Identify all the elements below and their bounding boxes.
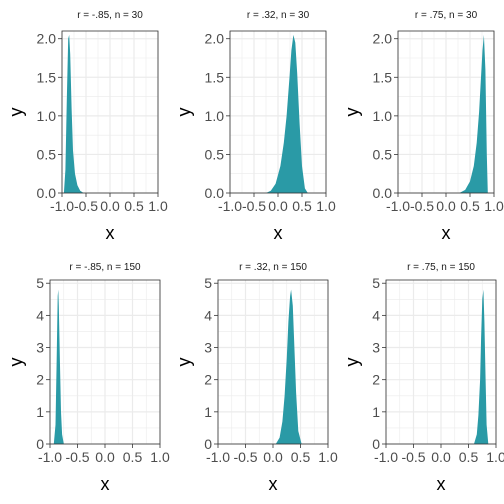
y-tick-label: 5	[36, 275, 44, 291]
chart-panel-1: r = -.85, n = 30-1.0 -0.5 0.0 0.5 1.00.00.51…	[6, 10, 168, 243]
x-tick-label: -1.0	[374, 449, 398, 465]
y-axis-label: y	[174, 358, 194, 367]
x-tick-label: 1.0	[316, 198, 336, 214]
y-tick-label: 1.0	[37, 108, 57, 124]
x-tick-label: 1.0	[150, 449, 170, 465]
panel-title: r = .32, n = 30	[247, 10, 310, 21]
chart-panel-5: r = .32, n = 150 -1.0 -0.5 0.0 0.5 1.0 0 1 2 3 4 5 x…	[174, 262, 338, 494]
x-tick-label: -0.5	[65, 449, 89, 465]
y-tick-label: 2.0	[373, 31, 393, 47]
density-area	[266, 34, 308, 194]
x-tick-label: -1.0	[206, 449, 230, 465]
y-tick-label: 3	[372, 340, 380, 356]
y-tick-label: 1.5	[37, 69, 57, 85]
x-tick-label: 0.5	[291, 449, 311, 465]
chart-panel-4: r = -.85, n = 150 -1.0 -0.5 0.0 0.5 1.0 0 1 2 3 4 5…	[6, 262, 170, 494]
y-tick-label: 4	[372, 307, 380, 323]
chart-panel-6: r = .75, n = 150 -1.0 -0.5 0.0 0.5 1.0 0 1 2 3 4 5 x…	[342, 262, 504, 494]
x-tick-label: 1.0	[486, 449, 504, 465]
y-tick-label: 2	[372, 372, 380, 388]
x-tick-label: 0.0	[436, 198, 456, 214]
y-tick-label: 0.5	[373, 146, 393, 162]
y-tick-label: 1.0	[373, 108, 393, 124]
x-tick-label: 1.0	[148, 198, 168, 214]
x-tick-label: -1.0	[50, 198, 74, 214]
y-tick-label: 0	[204, 436, 212, 452]
x-tick-label: 0.5	[123, 449, 143, 465]
density-area	[63, 34, 84, 194]
x-tick-label: 0.0	[431, 449, 451, 465]
y-tick-label: 0	[372, 436, 380, 452]
panel-title: r = .75, n = 30	[415, 10, 478, 21]
x-tick-label: -0.5	[74, 198, 98, 214]
y-tick-label: 2.0	[37, 31, 57, 47]
x-tick-label: 0.5	[292, 198, 312, 214]
panel-title: r = -.85, n = 150	[69, 262, 141, 273]
panel-title: r = -.85, n = 30	[77, 10, 143, 21]
x-tick-label: -1.0	[218, 198, 242, 214]
y-tick-label: 1.5	[205, 69, 225, 85]
y-tick-label: 1	[372, 404, 380, 420]
y-tick-label: 2	[36, 372, 44, 388]
x-tick-label: -1.0	[38, 449, 62, 465]
y-axis-label: y	[342, 358, 362, 367]
chart-panel-3: r = .75, n = 30-1.0 -0.5 0.0 0.5 1.00.00.51.…	[342, 10, 504, 243]
x-tick-label: 0.5	[459, 449, 479, 465]
y-tick-label: 0.0	[373, 185, 393, 201]
chart-panel-2: r = .32, n = 30-1.0 -0.5 0.0 0.5 1.00.00.51.…	[174, 10, 336, 243]
y-tick-label: 2.0	[205, 31, 225, 47]
y-tick-label: 3	[204, 340, 212, 356]
y-tick-label: 1.5	[373, 69, 393, 85]
x-tick-label: -0.5	[233, 449, 257, 465]
density-area	[459, 34, 488, 194]
y-tick-label: 2	[204, 372, 212, 388]
x-tick-label: -0.5	[410, 198, 434, 214]
y-axis-label: y	[6, 108, 26, 117]
x-tick-label: 0.5	[124, 198, 144, 214]
x-axis-label: x	[269, 474, 278, 494]
x-axis-label: x	[437, 474, 446, 494]
y-tick-label: 3	[36, 340, 44, 356]
x-axis-label: x	[106, 223, 115, 243]
x-tick-label: 0.0	[263, 449, 283, 465]
y-tick-label: 0	[36, 436, 44, 452]
y-tick-label: 1	[204, 404, 212, 420]
x-tick-label: -0.5	[242, 198, 266, 214]
x-tick-label: 0.0	[268, 198, 288, 214]
x-tick-label: 0.0	[95, 449, 115, 465]
y-tick-label: 0.5	[205, 146, 225, 162]
x-axis-label: x	[442, 223, 451, 243]
x-tick-label: 1.0	[484, 198, 504, 214]
y-tick-label: 1	[36, 404, 44, 420]
density-area	[474, 289, 489, 444]
panel-title: r = .75, n = 150	[407, 262, 475, 273]
y-tick-label: 4	[36, 307, 44, 323]
y-tick-label: 5	[204, 275, 212, 291]
y-tick-label: 0.0	[205, 185, 225, 201]
density-area	[53, 289, 64, 444]
y-tick-label: 0.0	[37, 185, 57, 201]
x-axis-label: x	[101, 474, 110, 494]
x-tick-label: 1.0	[318, 449, 338, 465]
y-tick-label: 0.5	[37, 146, 57, 162]
y-axis-label: y	[174, 108, 194, 117]
density-area	[275, 289, 302, 444]
panel-title: r = .32, n = 150	[239, 262, 307, 273]
y-tick-label: 1.0	[205, 108, 225, 124]
y-axis-label: y	[342, 108, 362, 117]
y-axis-label: y	[6, 358, 26, 367]
y-tick-label: 4	[204, 307, 212, 323]
x-axis-label: x	[274, 223, 283, 243]
x-tick-label: -0.5	[401, 449, 425, 465]
x-tick-label: -1.0	[386, 198, 410, 214]
x-tick-label: 0.0	[100, 198, 120, 214]
y-tick-label: 5	[372, 275, 380, 291]
x-tick-label: 0.5	[460, 198, 480, 214]
